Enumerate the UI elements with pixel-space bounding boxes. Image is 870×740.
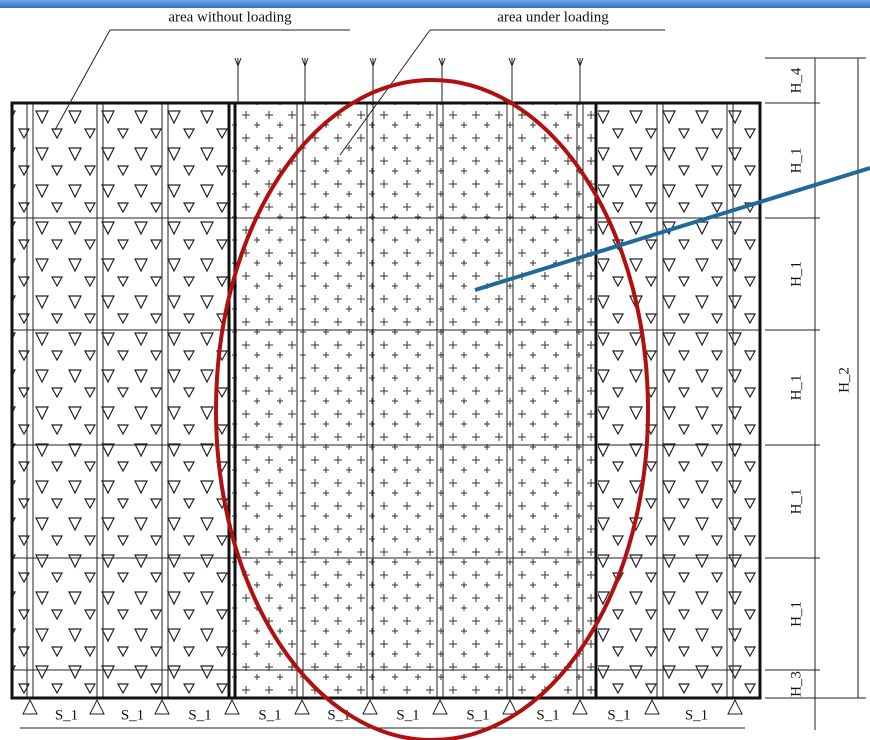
label-without-loading: area without loading bbox=[168, 9, 292, 25]
top-bar bbox=[0, 0, 870, 8]
support bbox=[23, 700, 37, 714]
height-label: H_1 bbox=[788, 601, 804, 627]
support bbox=[225, 700, 239, 714]
height-label: H_3 bbox=[788, 671, 804, 697]
support bbox=[155, 700, 169, 714]
diagram: S_1S_1S_1S_1S_1S_1S_1S_1S_1S_1H_4H_1H_1H… bbox=[0, 0, 870, 740]
spacing-label: S_1 bbox=[466, 707, 489, 723]
support bbox=[363, 700, 377, 714]
label-under-loading: area under loading bbox=[497, 9, 609, 25]
area-under-loading bbox=[232, 103, 596, 698]
support bbox=[90, 700, 104, 714]
height-label: H_1 bbox=[788, 375, 804, 401]
total-height-label: H_2 bbox=[836, 367, 852, 393]
spacing-label: S_1 bbox=[55, 707, 78, 723]
area-without-loading-right bbox=[598, 103, 760, 698]
height-label: H_4 bbox=[788, 67, 804, 93]
support bbox=[433, 700, 447, 714]
spacing-label: S_1 bbox=[396, 707, 419, 723]
spacing-label: S_1 bbox=[685, 707, 708, 723]
support bbox=[728, 700, 742, 714]
support bbox=[503, 700, 517, 714]
support bbox=[645, 700, 659, 714]
area-without-loading-left bbox=[12, 103, 230, 698]
support bbox=[573, 700, 587, 714]
spacing-label: S_1 bbox=[258, 707, 281, 723]
support bbox=[295, 700, 309, 714]
spacing-label: S_1 bbox=[607, 707, 630, 723]
spacing-label: S_1 bbox=[188, 707, 211, 723]
spacing-label: S_1 bbox=[536, 707, 559, 723]
height-label: H_1 bbox=[788, 148, 804, 174]
height-label: H_1 bbox=[788, 261, 804, 287]
spacing-label: S_1 bbox=[121, 707, 144, 723]
height-label: H_1 bbox=[788, 489, 804, 515]
